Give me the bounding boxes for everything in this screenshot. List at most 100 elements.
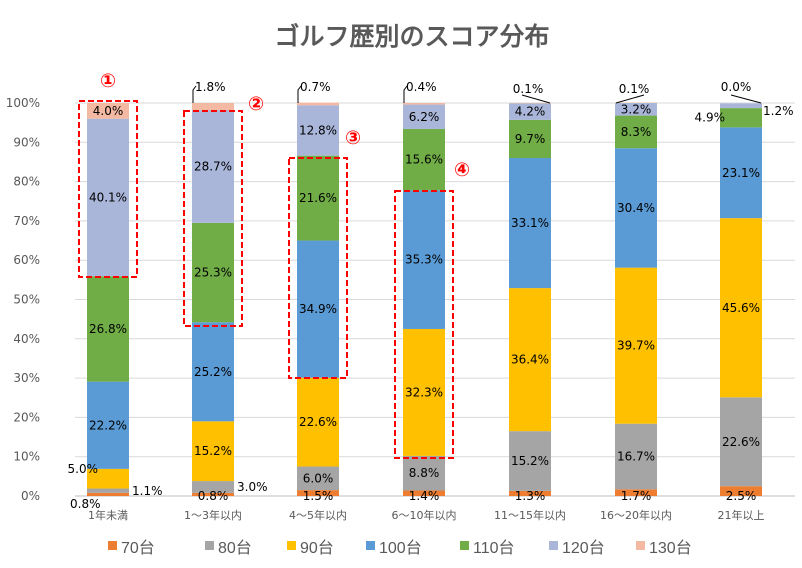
y-tick-label: 70% — [13, 214, 40, 228]
y-tick-label: 40% — [13, 332, 40, 346]
bar-segment — [297, 155, 339, 241]
bars — [87, 102, 762, 496]
y-axis: 0% 10% 20% 30% 40% 50% 60% 70% 80% 90% 100% — [6, 96, 40, 503]
bar-segment — [297, 377, 339, 467]
bar-segment — [615, 423, 657, 490]
x-tick-label: 16～20年以内 — [600, 508, 672, 522]
y-tick-label: 20% — [13, 410, 40, 424]
bar-segment — [509, 103, 551, 120]
bar-segment — [720, 108, 762, 128]
annotation-marker: ① — [100, 70, 116, 92]
data-label: 6.2% — [409, 110, 440, 124]
bar-segment — [615, 103, 657, 116]
data-label: 1.2% — [763, 104, 794, 118]
data-label: 21.6% — [299, 191, 337, 205]
y-tick-label: 10% — [13, 450, 40, 464]
bar-segment — [403, 328, 445, 456]
bar-segment — [615, 489, 657, 496]
bar-segment — [297, 102, 339, 106]
data-label: 1.5% — [303, 489, 334, 503]
legend-item: 110台 — [460, 539, 515, 557]
y-tick-label: 50% — [13, 293, 40, 307]
data-label: 8.3% — [621, 125, 652, 139]
bar-segment — [509, 490, 551, 496]
legend-item: 70台 — [108, 539, 155, 557]
x-tick-label: 1年未満 — [88, 508, 128, 522]
legend-label: 120台 — [562, 539, 605, 557]
legend-label: 110台 — [473, 539, 515, 557]
legend-label: 90台 — [300, 539, 334, 557]
bar-segment — [720, 218, 762, 398]
bar-segment — [192, 222, 234, 323]
data-label: 22.6% — [299, 415, 337, 429]
legend-swatch — [636, 541, 645, 550]
bar-segment — [403, 104, 445, 129]
bar-segment — [192, 421, 234, 482]
data-label: 45.6% — [722, 301, 760, 315]
data-label: 12.8% — [299, 124, 337, 138]
x-tick-label: 1～3年以内 — [184, 508, 242, 522]
data-label: 22.6% — [722, 435, 760, 449]
legend-swatch — [460, 541, 469, 550]
data-label: 40.1% — [89, 191, 127, 205]
annotations: ① ② ③ ④ — [78, 70, 470, 459]
bar-segment — [87, 276, 129, 382]
data-label: 4.2% — [515, 105, 546, 119]
highlight-box — [394, 190, 454, 459]
data-label: 5.0% — [68, 462, 99, 476]
data-label: 1.3% — [515, 489, 546, 503]
bar-segment — [720, 486, 762, 496]
bar-segment — [87, 118, 129, 277]
data-label: 32.3% — [405, 385, 443, 399]
y-tick-label: 100% — [6, 96, 40, 110]
bar-segment — [192, 322, 234, 422]
data-label: 34.9% — [299, 302, 337, 316]
legend-item: 120台 — [549, 539, 605, 557]
data-label: 1.1% — [132, 484, 163, 498]
data-label: 6.0% — [303, 471, 334, 485]
data-labels: 0.8% 1.1% 5.0% 22.2% 26.8% 40.1% 4.0% 0.8% 3.0% 1… — [68, 80, 794, 511]
bar-segment — [87, 381, 129, 469]
y-tick-label: 30% — [13, 371, 40, 385]
data-label: 23.1% — [722, 166, 760, 180]
data-label: 0.8% — [198, 489, 229, 503]
data-label: 0.7% — [300, 80, 331, 94]
leader-line — [730, 94, 762, 104]
legend-swatch — [287, 541, 296, 550]
bar-segment — [509, 431, 551, 491]
data-label: 4.9% — [695, 111, 726, 125]
chart-title: ゴルフ歴別のスコア分布 — [274, 22, 549, 51]
data-label: 15.6% — [405, 153, 443, 167]
legend-item: 90台 — [287, 539, 334, 557]
annotation-marker: ③ — [345, 127, 361, 149]
legend-swatch — [549, 541, 558, 550]
y-tick-label: 90% — [13, 135, 40, 149]
x-axis: 1年未満 1～3年以内 4～5年以内 6～10年以内 11～15年以内 16～20年以内 2… — [88, 508, 765, 522]
data-label: 0.1% — [513, 82, 544, 96]
data-label: 8.8% — [409, 466, 440, 480]
bar-segment — [297, 105, 339, 156]
data-label: 0.4% — [406, 80, 437, 94]
legend-label: 130台 — [649, 539, 692, 557]
data-label: 30.4% — [617, 201, 655, 215]
x-tick-label: 4～5年以内 — [289, 508, 347, 522]
data-label: 28.7% — [194, 159, 232, 173]
data-label: 3.2% — [621, 102, 652, 116]
legend-item: 80台 — [205, 539, 252, 557]
bar-segment — [403, 128, 445, 191]
data-label: 0.8% — [70, 497, 101, 511]
data-label: 15.2% — [511, 454, 549, 468]
data-label: 25.3% — [194, 266, 232, 280]
bar-segment — [720, 103, 762, 109]
bar-segment — [720, 397, 762, 487]
bar-segment — [297, 240, 339, 378]
legend-swatch — [108, 541, 117, 550]
data-label: 4.0% — [93, 104, 124, 118]
data-label: 0.0% — [721, 80, 752, 94]
leader-line — [403, 85, 408, 103]
data-label: 33.1% — [511, 216, 549, 230]
bar-segment — [509, 119, 551, 159]
legend-label: 80台 — [218, 539, 252, 557]
legend-swatch — [366, 541, 375, 550]
